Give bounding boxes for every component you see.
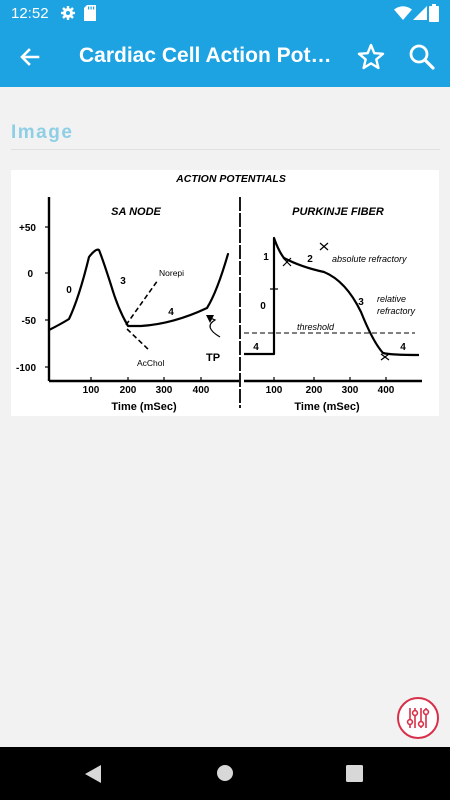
purkinje-phase-label: 0: [260, 301, 266, 312]
purkinje-curve: [244, 236, 420, 357]
norepi-dashed-line: [125, 279, 159, 326]
purkinje-x-tick: 400: [378, 385, 395, 396]
sa-node-x-tick: 400: [193, 385, 210, 396]
purkinje-xlabel: Time (mSec): [294, 401, 360, 413]
absolute-refractory-label: absolute refractory: [332, 254, 407, 264]
back-arrow-icon[interactable]: [14, 41, 46, 73]
sa-node-title: SA NODE: [111, 206, 161, 218]
signal-icon: [413, 6, 427, 20]
gear-icon: [61, 6, 75, 20]
wifi-icon: [394, 6, 412, 20]
sa-node-x-tick: 200: [120, 385, 137, 396]
sa-node-y-tick: 0: [27, 269, 33, 280]
star-outline-icon[interactable]: [355, 41, 387, 73]
sa-node-y-tick: -50: [22, 316, 37, 327]
sa-node-phase-label: 0: [66, 285, 72, 296]
sa-node-x-tick: 100: [83, 385, 100, 396]
purkinje-phase-label: 4: [253, 342, 259, 353]
action-potentials-figure[interactable]: ACTION POTENTIALS SA NODE +50 0 -50 -100…: [11, 170, 439, 416]
sa-node-phase-label: 3: [120, 276, 126, 287]
sa-node-xlabel: Time (mSec): [111, 401, 177, 413]
status-bar: 12:52: [0, 0, 450, 27]
app-bar: Cardiac Cell Action Potentials: [0, 27, 450, 87]
page-title: Cardiac Cell Action Potentials: [79, 44, 339, 67]
purkinje-phase-label: 4: [400, 342, 406, 353]
purkinje-phase-label: 1: [263, 252, 269, 263]
equalizer-sliders-icon: [406, 708, 430, 728]
threshold-label: threshold: [297, 322, 335, 332]
norepi-label: Norepi: [159, 268, 184, 278]
sa-node-curve: [47, 248, 230, 332]
sa-node-phase-label: 4: [168, 307, 174, 318]
equalizer-fab-button[interactable]: [397, 697, 439, 739]
sa-node-x-tick: 300: [156, 385, 173, 396]
purkinje-phase-label: 2: [307, 254, 313, 265]
relative-refractory-label: refractory: [377, 306, 416, 316]
status-time: 12:52: [11, 5, 49, 22]
figure-title: ACTION POTENTIALS: [175, 173, 286, 185]
nav-home-icon[interactable]: [216, 764, 234, 782]
nav-recents-icon[interactable]: [346, 765, 363, 782]
achol-label: AcChol: [137, 358, 165, 368]
sa-node-y-tick: +50: [19, 223, 36, 234]
purkinje-phase-label: 3: [358, 297, 364, 308]
relative-refractory-label: relative: [377, 294, 406, 304]
tp-arrowhead: [206, 315, 214, 323]
sa-node-y-tick: -100: [16, 363, 36, 374]
purkinje-x-tick: 200: [306, 385, 323, 396]
tp-arrow: [207, 316, 221, 338]
battery-icon: [429, 4, 439, 22]
navigation-bar: [0, 747, 450, 800]
section-label: Image: [11, 122, 74, 143]
search-icon[interactable]: [406, 41, 438, 73]
section-divider: [11, 149, 440, 150]
purkinje-x-tick: 100: [266, 385, 283, 396]
achol-dashed-line: [126, 328, 151, 352]
purkinje-title: PURKINJE FIBER: [292, 206, 384, 218]
purkinje-x-tick: 300: [342, 385, 359, 396]
nav-back-icon[interactable]: [84, 764, 102, 784]
tp-label: TP: [206, 352, 220, 364]
sd-card-icon: [84, 5, 96, 21]
